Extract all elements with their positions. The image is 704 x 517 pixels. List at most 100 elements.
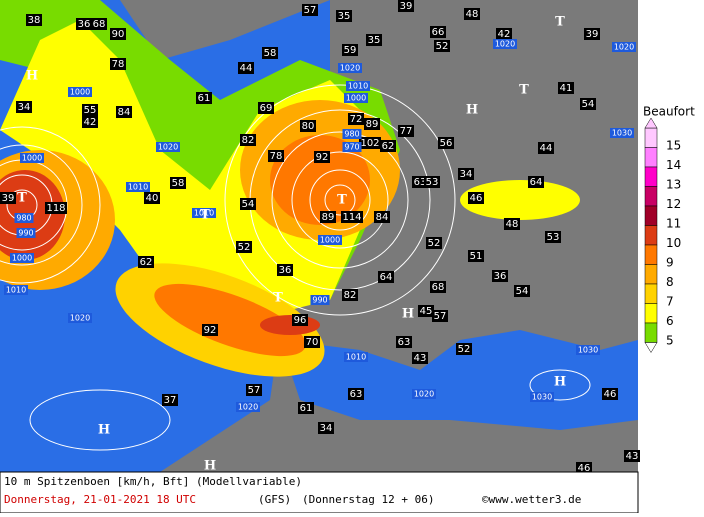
- gust-label: 57: [304, 5, 317, 16]
- pressure-label: 990: [18, 229, 33, 238]
- legend-swatch: [644, 166, 658, 187]
- gust-label: 38: [28, 15, 41, 26]
- gust-box: [424, 176, 440, 188]
- gust-label: 89: [366, 119, 379, 130]
- gust-label: 62: [140, 257, 153, 268]
- gust-label: 78: [112, 59, 125, 70]
- pressure-box: [342, 129, 362, 139]
- gust-box: [341, 211, 363, 223]
- gust-label: 59: [344, 45, 357, 56]
- gust-label: 52: [238, 242, 251, 253]
- mediterranean: [280, 330, 638, 430]
- gust-box: [426, 237, 442, 249]
- pressure-box: [530, 392, 554, 402]
- gust-box: [558, 82, 574, 94]
- pressure-label: 980: [16, 214, 31, 223]
- pressure-label: 1030: [612, 129, 632, 138]
- pressure-center: H: [402, 307, 414, 322]
- legend-swatch: [644, 322, 658, 343]
- gust-box: [320, 211, 336, 223]
- gust-label: 42: [84, 117, 97, 128]
- gust-label: 54: [242, 199, 255, 210]
- date: Donnerstag, 21-01-2021 18 UTC: [4, 493, 196, 506]
- gust-label: 52: [436, 41, 449, 52]
- gust-label: 118: [46, 203, 65, 214]
- pressure-box: [156, 142, 180, 152]
- gust-label: 36: [78, 19, 91, 30]
- gust-box: [434, 40, 450, 52]
- map-labels: 38 36 689078845542343911858406252543692967…: [0, 0, 640, 474]
- gust-label: 68: [93, 19, 106, 30]
- gust-label: 96: [294, 315, 307, 326]
- legend-label: 14: [666, 158, 681, 172]
- gust-label: 53: [426, 177, 439, 188]
- gust-label: 61: [300, 403, 313, 414]
- gust-box: [366, 34, 382, 46]
- gust-box: [170, 177, 186, 189]
- gust-box: [110, 28, 126, 40]
- gust-label: 84: [376, 212, 389, 223]
- wind-9b: [270, 135, 370, 225]
- gust-box: [238, 62, 254, 74]
- gust-label: 44: [540, 143, 553, 154]
- gust-label: 46: [604, 389, 617, 400]
- pressure-label: 1020: [414, 390, 434, 399]
- gust-label: 90: [112, 29, 125, 40]
- gust-box: [144, 192, 160, 204]
- gust-label: 35: [368, 35, 381, 46]
- gust-box: [359, 137, 381, 149]
- gust-label: 63: [414, 177, 427, 188]
- gust-box: [277, 264, 293, 276]
- pressure-box: [346, 81, 370, 91]
- gust-label: 37: [164, 395, 177, 406]
- gust-box: [292, 314, 308, 326]
- gust-label: 69: [260, 103, 273, 114]
- gust-box: [302, 4, 318, 16]
- gust-box: [318, 422, 334, 434]
- gust-box: [538, 142, 554, 154]
- pressure-box: [14, 213, 34, 223]
- pressure-box: [612, 42, 636, 52]
- gust-label: 70: [306, 337, 319, 348]
- pressure-box: [236, 402, 260, 412]
- gust-box: [464, 8, 480, 20]
- pressure-label: 1010: [128, 183, 148, 192]
- pressure-label: 1010: [348, 82, 368, 91]
- gust-label: 72: [350, 114, 363, 125]
- gust-label: 36: [494, 271, 507, 282]
- gust-box: [430, 26, 446, 38]
- legend-label: 6: [666, 314, 674, 328]
- gust-label: 55: [84, 105, 97, 116]
- pressure-label: 1020: [614, 43, 634, 52]
- pressure-label: 1030: [532, 393, 552, 402]
- gust-label: 35: [338, 11, 351, 22]
- gust-label: 77: [400, 126, 413, 137]
- gust-box: [438, 137, 454, 149]
- gust-box: [240, 198, 256, 210]
- legend-label: 11: [666, 217, 681, 231]
- legend-swatch: [644, 127, 658, 148]
- pressure-label: 1020: [70, 314, 90, 323]
- wind-east: [460, 180, 580, 220]
- gust-box: [76, 18, 92, 30]
- gust-label: 48: [466, 9, 479, 20]
- gust-box: [398, 125, 414, 137]
- pressure-label: 990: [312, 296, 327, 305]
- gust-box: [268, 150, 284, 162]
- gust-box: [398, 0, 414, 12]
- gust-label: 52: [428, 238, 441, 249]
- gust-box: [240, 134, 256, 146]
- gust-box: [82, 116, 98, 128]
- gust-box: [116, 106, 132, 118]
- gust-label: 64: [380, 272, 393, 283]
- gust-box: [458, 168, 474, 180]
- gust-box: [314, 151, 330, 163]
- gust-label: 58: [264, 48, 277, 59]
- gust-label: 45: [420, 306, 433, 317]
- gust-label: 42: [498, 29, 511, 40]
- pressure-box: [344, 352, 368, 362]
- legend-swatch: [644, 303, 658, 324]
- gust-label: 82: [242, 135, 255, 146]
- gust-label: 48: [506, 219, 519, 230]
